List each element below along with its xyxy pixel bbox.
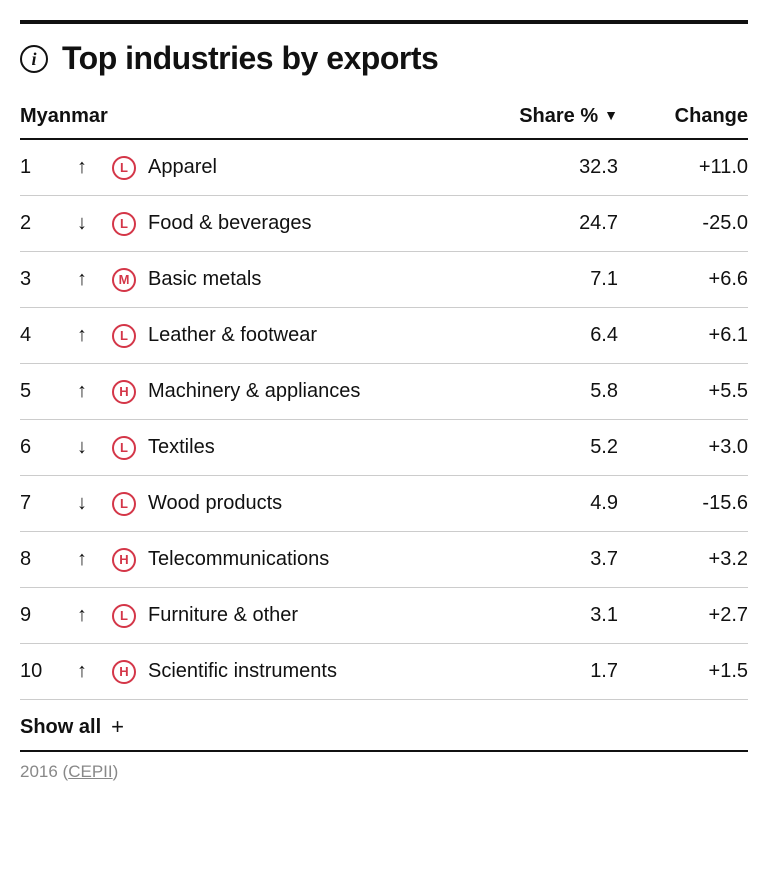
rank-cell: 9: [20, 604, 60, 627]
trend-up-icon: ↑: [60, 268, 104, 291]
table-row[interactable]: 4↑ L Leather & footwear6.4+6.1: [20, 308, 748, 364]
share-value: 3.7: [478, 548, 618, 571]
source-row: 2016 (CEPII): [20, 752, 748, 782]
share-value: 24.7: [478, 212, 618, 235]
info-icon[interactable]: i: [20, 45, 48, 73]
category-badge: H: [112, 548, 136, 572]
rank-cell: 10: [20, 660, 60, 683]
table-row[interactable]: 5↑ H Machinery & appliances5.8+5.5: [20, 364, 748, 420]
table-row[interactable]: 3↑ M Basic metals7.1+6.6: [20, 252, 748, 308]
industry-name: Leather & footwear: [144, 324, 478, 347]
table-row[interactable]: 1↑ L Apparel32.3+11.0: [20, 140, 748, 196]
share-value: 1.7: [478, 660, 618, 683]
trend-down-icon: ↓: [60, 436, 104, 459]
badge-cell: L: [104, 603, 144, 628]
industry-name: Textiles: [144, 436, 478, 459]
rank-cell: 4: [20, 324, 60, 347]
table-row[interactable]: 8↑ H Telecommunications3.7+3.2: [20, 532, 748, 588]
table-row[interactable]: 10↑ H Scientific instruments1.7+1.5: [20, 644, 748, 700]
industry-name: Wood products: [144, 492, 478, 515]
trend-up-icon: ↑: [60, 324, 104, 347]
export-table-container: i Top industries by exports Myanmar Shar…: [20, 20, 748, 782]
rank-cell: 7: [20, 492, 60, 515]
title-row: i Top industries by exports: [20, 40, 748, 77]
category-badge: L: [112, 324, 136, 348]
source-link[interactable]: CEPII: [68, 762, 112, 781]
change-value: +5.5: [618, 380, 748, 403]
change-value: +6.6: [618, 268, 748, 291]
change-value: +3.2: [618, 548, 748, 571]
badge-cell: L: [104, 491, 144, 516]
share-value: 4.9: [478, 492, 618, 515]
table-row[interactable]: 9↑ L Furniture & other3.1+2.7: [20, 588, 748, 644]
category-badge: L: [112, 436, 136, 460]
trend-up-icon: ↑: [60, 156, 104, 179]
trend-up-icon: ↑: [60, 660, 104, 683]
rank-cell: 8: [20, 548, 60, 571]
category-badge: H: [112, 380, 136, 404]
change-value: +11.0: [618, 156, 748, 179]
share-value: 5.2: [478, 436, 618, 459]
badge-cell: L: [104, 323, 144, 348]
industry-name: Telecommunications: [144, 548, 478, 571]
share-label: Share %: [519, 105, 598, 127]
sort-caret-icon: ▼: [604, 107, 618, 123]
show-all-label: Show all: [20, 716, 101, 739]
share-value: 3.1: [478, 604, 618, 627]
trend-down-icon: ↓: [60, 492, 104, 515]
show-all-button[interactable]: Show all +: [20, 700, 748, 752]
rank-cell: 3: [20, 268, 60, 291]
category-badge: L: [112, 156, 136, 180]
trend-down-icon: ↓: [60, 212, 104, 235]
top-rule: [20, 20, 748, 24]
category-badge: M: [112, 268, 136, 292]
badge-cell: H: [104, 379, 144, 404]
change-value: +2.7: [618, 604, 748, 627]
badge-cell: M: [104, 267, 144, 292]
category-badge: L: [112, 212, 136, 236]
category-badge: L: [112, 492, 136, 516]
chart-title: Top industries by exports: [62, 40, 438, 77]
rank-cell: 1: [20, 156, 60, 179]
source-year: 2016: [20, 762, 58, 781]
share-value: 6.4: [478, 324, 618, 347]
badge-cell: L: [104, 211, 144, 236]
table-row[interactable]: 7↓ L Wood products4.9-15.6: [20, 476, 748, 532]
table-header: Myanmar Share % ▼ Change: [20, 105, 748, 140]
change-value: -15.6: [618, 492, 748, 515]
industry-name: Furniture & other: [144, 604, 478, 627]
badge-cell: L: [104, 435, 144, 460]
trend-up-icon: ↑: [60, 380, 104, 403]
info-glyph: i: [31, 50, 36, 68]
col-header-change[interactable]: Change: [618, 105, 748, 128]
table-row[interactable]: 2↓ L Food & beverages24.7-25.0: [20, 196, 748, 252]
table-row[interactable]: 6↓ L Textiles5.2+3.0: [20, 420, 748, 476]
trend-up-icon: ↑: [60, 604, 104, 627]
rank-cell: 2: [20, 212, 60, 235]
change-value: -25.0: [618, 212, 748, 235]
share-value: 5.8: [478, 380, 618, 403]
industry-name: Basic metals: [144, 268, 478, 291]
industry-name: Food & beverages: [144, 212, 478, 235]
table-body: 1↑LApparel32.3+11.02↓LFood & beverages24…: [20, 140, 748, 700]
change-value: +1.5: [618, 660, 748, 683]
industry-name: Scientific instruments: [144, 660, 478, 683]
badge-cell: H: [104, 547, 144, 572]
share-value: 7.1: [478, 268, 618, 291]
category-badge: H: [112, 660, 136, 684]
share-value: 32.3: [478, 156, 618, 179]
category-badge: L: [112, 604, 136, 628]
change-value: +6.1: [618, 324, 748, 347]
industry-name: Apparel: [144, 156, 478, 179]
plus-icon: +: [111, 714, 124, 740]
change-value: +3.0: [618, 436, 748, 459]
badge-cell: L: [104, 155, 144, 180]
col-header-country[interactable]: Myanmar: [20, 105, 478, 128]
trend-up-icon: ↑: [60, 548, 104, 571]
col-header-share[interactable]: Share % ▼: [478, 105, 618, 128]
badge-cell: H: [104, 659, 144, 684]
rank-cell: 5: [20, 380, 60, 403]
industry-name: Machinery & appliances: [144, 380, 478, 403]
rank-cell: 6: [20, 436, 60, 459]
